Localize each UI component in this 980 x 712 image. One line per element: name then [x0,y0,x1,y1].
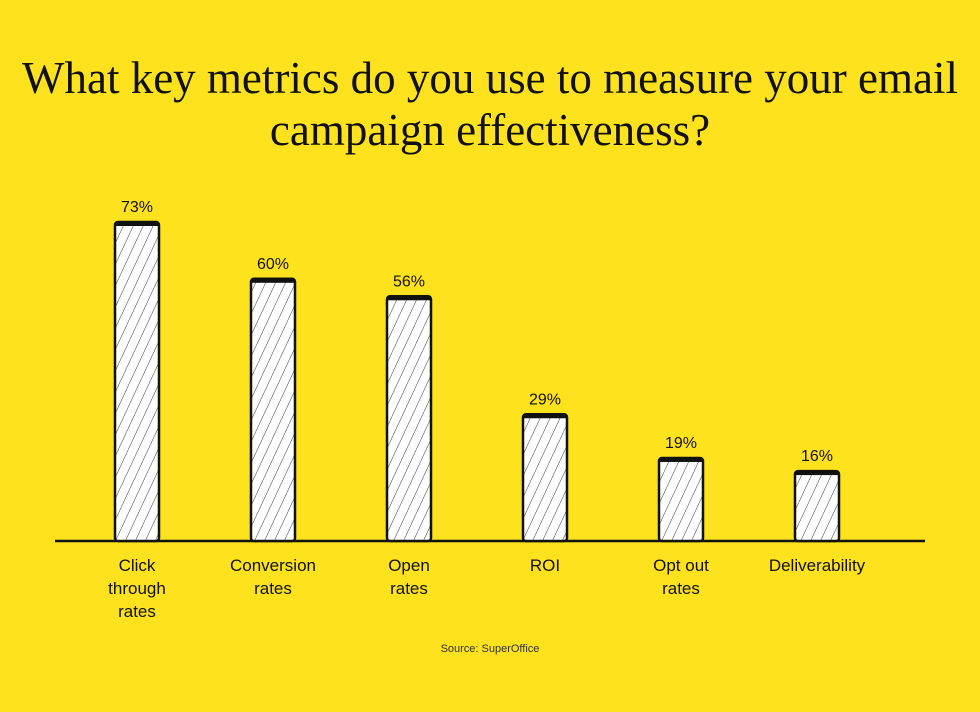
bar [249,277,297,543]
bar [385,295,433,543]
x-tick-label: Conversion rates [230,556,316,598]
bar-top [115,222,159,226]
value-label: 16% [801,448,833,465]
value-label: 56% [393,273,425,290]
source: Source: SuperOffice [441,643,540,655]
x-tick-label: Deliverability [769,556,866,575]
bar-top [795,471,839,476]
bar [793,469,841,543]
bar-top [251,278,295,283]
bar-top [659,457,703,462]
value-label: 60% [257,256,289,273]
x-tick-label: Open rates [388,556,430,598]
x-tick-label: Click through rates [108,556,166,621]
bar [521,413,569,543]
chart-title: What key metrics do you use to measure y… [22,53,958,155]
x-tick-label: ROI [530,556,560,575]
bar-top [523,414,567,419]
value-label: 19% [665,435,697,452]
bar [657,456,705,543]
value-label: 29% [529,391,561,408]
x-tick-label: Opt out rates [653,556,709,598]
bar-top [387,296,431,301]
bar [113,220,161,543]
value-label: 73% [121,199,153,216]
